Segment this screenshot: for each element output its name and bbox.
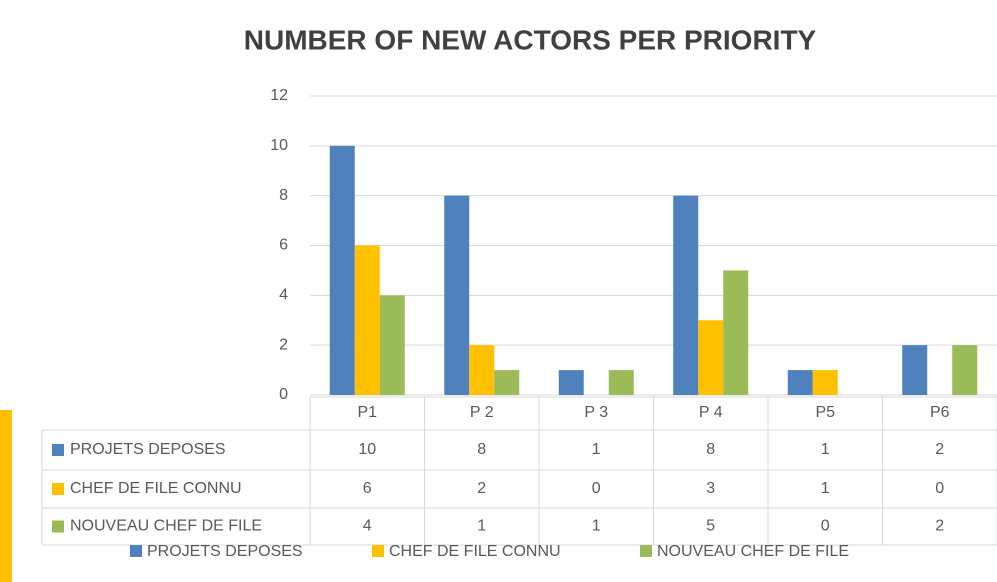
table-cell: 8	[706, 441, 715, 458]
x-tick-label: P 3	[584, 404, 608, 421]
table-cell: 10	[358, 441, 376, 458]
table-cell: 1	[821, 441, 830, 458]
y-tick-label: 12	[270, 87, 288, 104]
bar	[698, 320, 724, 395]
bar	[469, 345, 495, 395]
table-cell: 2	[935, 441, 944, 458]
chart-title: NUMBER OF NEW ACTORS PER PRIORITY	[244, 24, 817, 55]
table-cell: 5	[706, 518, 715, 535]
legend-label: PROJETS DEPOSES	[147, 543, 303, 560]
legend-key	[52, 483, 64, 495]
table-row-label: CHEF DE FILE CONNU	[70, 480, 242, 497]
y-tick-label: 0	[279, 386, 288, 403]
bar	[787, 370, 813, 395]
x-tick-label: P 2	[470, 404, 494, 421]
legend-key	[52, 444, 64, 456]
y-tick-label: 6	[279, 237, 288, 254]
table-cell: 0	[935, 480, 944, 497]
y-tick-label: 2	[279, 336, 288, 353]
table-row-label: NOUVEAU CHEF DE FILE	[70, 518, 262, 535]
bar	[558, 370, 584, 395]
table-row-label: PROJETS DEPOSES	[70, 441, 226, 458]
bar	[673, 195, 699, 395]
bar	[952, 345, 978, 395]
table-cell: 3	[706, 480, 715, 497]
y-tick-label: 8	[279, 187, 288, 204]
legend-label: NOUVEAU CHEF DE FILE	[657, 543, 849, 560]
decoration	[0, 410, 12, 582]
bar	[723, 270, 749, 395]
table-cell: 1	[821, 480, 830, 497]
bar	[494, 370, 520, 395]
legend-key	[640, 545, 652, 557]
table-cell: 6	[363, 480, 372, 497]
bar	[812, 370, 838, 395]
table-cell: 1	[477, 518, 486, 535]
x-tick-label: P6	[930, 404, 950, 421]
bar	[902, 345, 928, 395]
table-cell: 4	[363, 518, 372, 535]
x-tick-label: P 4	[699, 404, 723, 421]
table-cell: 0	[592, 480, 601, 497]
y-tick-label: 4	[279, 287, 288, 304]
bar	[354, 245, 380, 395]
table-cell: 0	[821, 518, 830, 535]
table-cell: 2	[477, 480, 486, 497]
legend-label: CHEF DE FILE CONNU	[389, 543, 561, 560]
bar	[329, 145, 355, 395]
table-cell: 2	[935, 518, 944, 535]
table-cell: 8	[477, 441, 486, 458]
legend-key	[130, 545, 142, 557]
legend-key	[372, 545, 384, 557]
legend-key	[52, 520, 64, 533]
table-cell: 1	[592, 518, 601, 535]
x-tick-label: P1	[357, 404, 377, 421]
table-cell: 1	[592, 441, 601, 458]
bar	[608, 370, 634, 395]
y-tick-label: 10	[270, 137, 288, 154]
bar	[379, 295, 405, 395]
bar	[444, 195, 470, 395]
x-tick-label: P5	[815, 404, 835, 421]
